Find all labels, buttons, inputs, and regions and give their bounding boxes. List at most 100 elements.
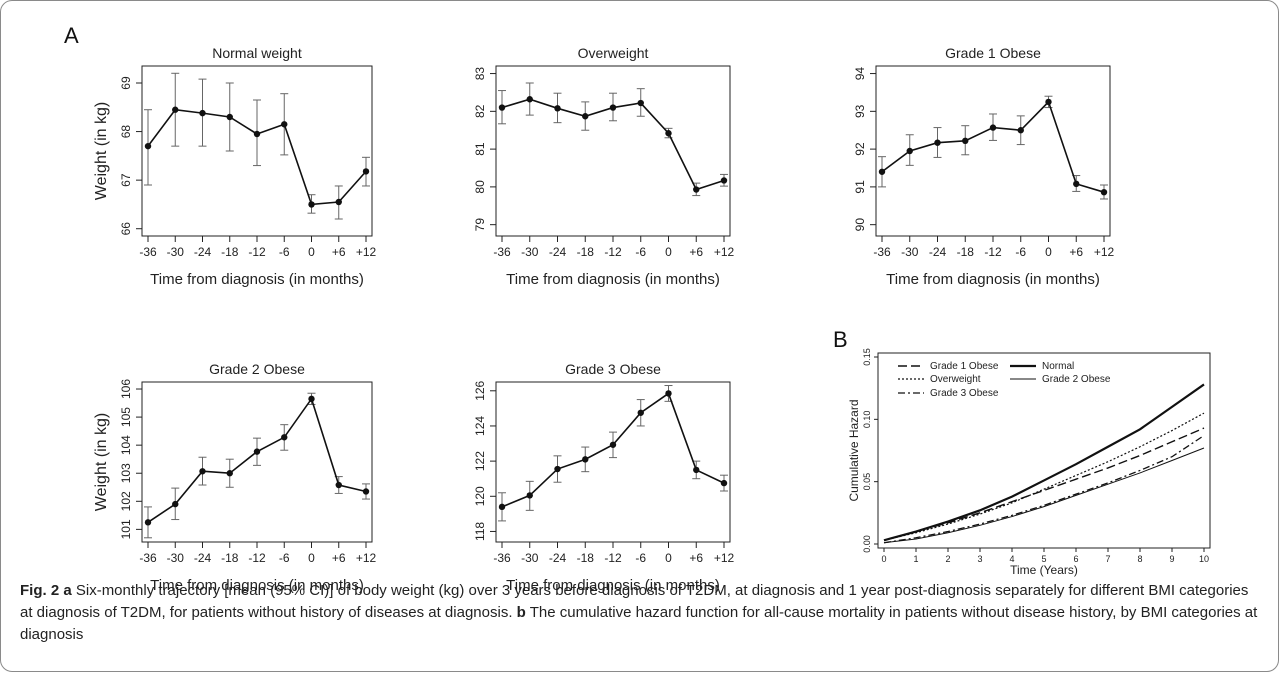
x-tick-label: +6 <box>332 245 346 259</box>
weight-panel-1: Normal weight Time from diagnosis (in mon… <box>93 45 377 288</box>
x-tick-label: +12 <box>356 245 377 259</box>
x-tick-label: -12 <box>248 551 266 565</box>
x-axis-label: Time from diagnosis (in months) <box>150 271 364 288</box>
hazard-series-2 <box>883 383 1205 542</box>
y-tick-label: 67 <box>119 173 133 187</box>
hazard-panel: 0 1 2 3 4 5 6 7 8 9 10 0.00 0.05 0.10 0.15 Time (Years)… <box>847 348 1211 577</box>
x-tick-label: 10 <box>1199 554 1209 564</box>
data-point <box>906 147 913 155</box>
data-point <box>253 130 261 138</box>
x-tick-label: -24 <box>194 245 212 259</box>
y-tick-label: 94 <box>853 67 867 81</box>
data-point <box>1073 180 1080 188</box>
panel-title: Normal weight <box>212 45 302 61</box>
y-tick-label: 124 <box>473 416 487 436</box>
x-tick-label: 0 <box>308 245 315 259</box>
x-tick-label: -18 <box>957 245 975 259</box>
x-axis-label: Time from diagnosis (in months) <box>886 271 1100 288</box>
y-tick-label: 126 <box>473 380 487 400</box>
y-tick-label: 103 <box>119 463 133 483</box>
panel-title: Grade 1 Obese <box>945 45 1041 61</box>
data-point <box>335 481 342 489</box>
data-point <box>308 395 315 403</box>
data-point <box>226 470 233 477</box>
data-point <box>720 177 728 184</box>
x-axis-label: Time (Years) <box>1010 563 1078 577</box>
data-point <box>609 441 617 448</box>
panel-title: Grade 3 Obese <box>565 361 661 377</box>
data-point <box>1100 188 1108 196</box>
x-tick-label: -36 <box>873 245 891 259</box>
data-point <box>199 109 206 117</box>
y-tick-label: 105 <box>119 407 133 427</box>
data-point <box>554 105 561 112</box>
x-tick-label: 3 <box>977 554 982 564</box>
x-tick-label: 0 <box>308 551 315 565</box>
data-point <box>253 448 261 455</box>
panel-label-a: A <box>64 23 79 48</box>
y-tick-label: 92 <box>853 142 867 156</box>
panel-label-b: B <box>833 327 848 352</box>
x-tick-label: -18 <box>577 551 595 565</box>
data-point <box>665 130 672 137</box>
x-tick-label: 5 <box>1041 554 1046 564</box>
x-tick-label: +12 <box>714 551 735 565</box>
data-point <box>582 456 589 463</box>
y-tick-label: 104 <box>119 435 133 455</box>
data-point <box>878 168 886 175</box>
data-point <box>281 434 288 441</box>
x-tick-label: 0 <box>1045 245 1052 259</box>
x-tick-label: 1 <box>913 554 918 564</box>
x-tick-label: 9 <box>1169 554 1174 564</box>
y-tick-label: 81 <box>473 142 487 156</box>
x-tick-label: -12 <box>604 245 622 259</box>
data-point <box>962 137 969 144</box>
x-tick-label: -12 <box>984 245 1002 259</box>
legend-label: Normal <box>1042 361 1074 372</box>
data-point <box>693 186 700 193</box>
y-tick-label: 122 <box>473 451 487 471</box>
x-tick-label: -24 <box>549 245 567 259</box>
x-tick-label: 0 <box>665 245 672 259</box>
y-tick-label: 102 <box>119 491 133 511</box>
y-tick-label: 0.10 <box>862 411 872 429</box>
x-tick-label: -36 <box>139 551 157 565</box>
data-point <box>199 468 206 475</box>
y-tick-label: 79 <box>473 218 487 232</box>
x-tick-label: 0 <box>665 551 672 565</box>
data-point <box>526 96 533 103</box>
x-tick-label: -30 <box>521 551 539 565</box>
x-tick-label: -18 <box>221 245 239 259</box>
data-point <box>693 466 700 474</box>
legend-label: Grade 2 Obese <box>1042 374 1111 385</box>
x-tick-label: -6 <box>1015 245 1026 259</box>
data-point <box>609 104 617 111</box>
plots: Normal weight Time from diagnosis (in mon… <box>93 45 1211 594</box>
weight-panel-4: Grade 2 Obese Time from diagnosis (in mon… <box>93 361 377 594</box>
x-tick-label: -6 <box>635 245 646 259</box>
hazard-series-3 <box>883 412 1205 541</box>
plot-frame <box>495 381 731 543</box>
data-point <box>335 198 342 206</box>
data-point <box>554 465 561 473</box>
data-point <box>526 492 533 499</box>
data-point <box>226 113 233 121</box>
x-tick-label: +6 <box>332 551 346 565</box>
data-point <box>172 500 179 508</box>
y-tick-label: 0.15 <box>862 348 872 366</box>
x-tick-label: +6 <box>1069 245 1083 259</box>
x-axis-label: Time from diagnosis (in months) <box>150 577 364 594</box>
caption-part-b: b <box>516 604 526 621</box>
y-axis-label: Cumulative Hazard <box>847 399 861 501</box>
weight-panel-2: Overweight Time from diagnosis (in months… <box>473 45 735 288</box>
caption-label: Fig. 2 <box>20 582 60 599</box>
x-tick-label: +6 <box>689 245 703 259</box>
data-point <box>1045 98 1052 106</box>
y-tick-label: 106 <box>119 379 133 399</box>
y-axis-label: Weight (in kg) <box>93 102 110 200</box>
y-tick-label: 80 <box>473 180 487 194</box>
panel-title: Overweight <box>578 45 649 61</box>
caption-text-a: Six-monthly trajectory [mean (95% CI)] o… <box>20 582 1249 621</box>
